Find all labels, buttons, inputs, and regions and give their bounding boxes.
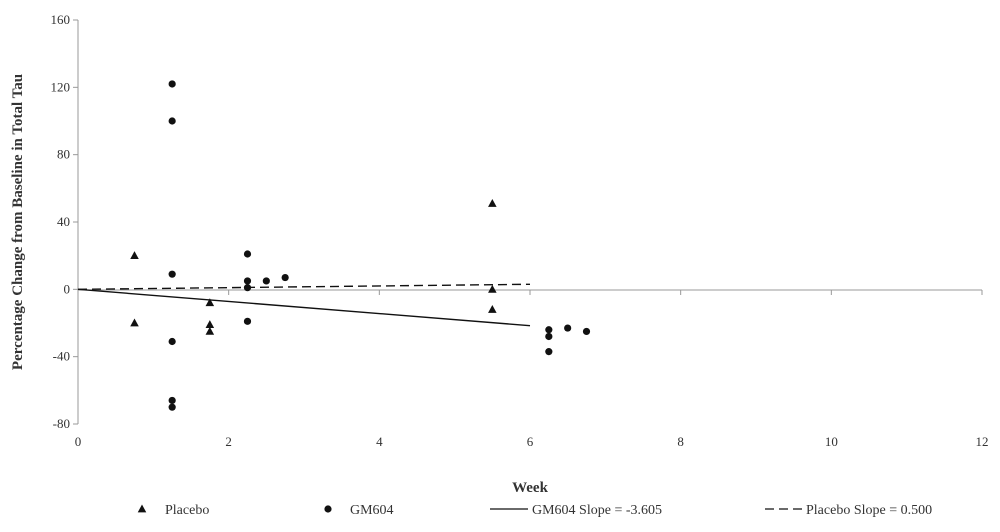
legend-gm604-marker bbox=[324, 505, 332, 513]
gm604-point bbox=[545, 348, 553, 356]
y-tick-label: 160 bbox=[51, 12, 71, 27]
gm604-point bbox=[168, 403, 176, 411]
legend-label: Placebo Slope = 0.500 bbox=[806, 503, 932, 518]
y-tick-label: -80 bbox=[53, 416, 70, 431]
x-tick-label: 12 bbox=[976, 434, 989, 449]
x-tick-label: 8 bbox=[677, 434, 684, 449]
x-axis-title: Week bbox=[512, 480, 548, 496]
trend-lines bbox=[77, 283, 531, 327]
gm604-point bbox=[168, 270, 176, 278]
gm604-point bbox=[168, 117, 176, 125]
gm604-point bbox=[582, 327, 591, 336]
y-tick-label: 40 bbox=[57, 214, 70, 229]
tick-labels: 160 120 80 40 0 -40 -80 0 2 4 6 8 10 12 bbox=[51, 12, 989, 449]
gm604-point bbox=[168, 337, 176, 346]
x-tick-label: 2 bbox=[225, 434, 232, 449]
legend-placebo-marker bbox=[137, 504, 147, 513]
placebo-point bbox=[205, 320, 215, 329]
gm604-point bbox=[564, 324, 572, 332]
gm604-point bbox=[262, 277, 270, 285]
x-tick-label: 0 bbox=[75, 434, 82, 449]
placebo-point bbox=[488, 198, 497, 207]
gm604-point bbox=[243, 250, 252, 258]
y-tick-label: -40 bbox=[53, 349, 70, 364]
placebo-point bbox=[488, 284, 497, 293]
axes bbox=[73, 19, 983, 425]
y-tick-label: 120 bbox=[51, 79, 71, 94]
legend-label: GM604 Slope = -3.605 bbox=[532, 503, 662, 518]
y-tick-label: 0 bbox=[64, 281, 71, 296]
legend-label: GM604 bbox=[350, 503, 394, 518]
gm604-point bbox=[243, 277, 252, 285]
placebo-point bbox=[205, 298, 215, 307]
placebo-point bbox=[488, 305, 497, 313]
x-tick-label: 6 bbox=[527, 434, 534, 449]
gm604-point bbox=[545, 326, 553, 334]
placebo-point bbox=[205, 326, 215, 335]
placebo-trend-line bbox=[77, 283, 531, 291]
x-tick-label: 10 bbox=[825, 434, 838, 449]
legend: Placebo GM604 GM604 Slope = -3.605 Placebo … bbox=[137, 503, 932, 518]
placebo-point bbox=[130, 318, 139, 327]
gm604-point bbox=[168, 80, 176, 88]
x-tick-label: 4 bbox=[376, 434, 383, 449]
gm604-point bbox=[545, 332, 553, 341]
gm604-point bbox=[168, 396, 176, 405]
y-axis-title: Percentage Change from Baseline in Total… bbox=[10, 74, 26, 370]
data-points bbox=[130, 80, 591, 411]
gm604-trend-line bbox=[77, 288, 531, 327]
placebo-point bbox=[130, 251, 139, 260]
y-tick-label: 80 bbox=[57, 147, 70, 162]
gm604-point bbox=[243, 317, 252, 325]
legend-label: Placebo bbox=[165, 503, 209, 518]
gm604-point bbox=[243, 284, 252, 292]
gm604-point bbox=[281, 273, 289, 282]
